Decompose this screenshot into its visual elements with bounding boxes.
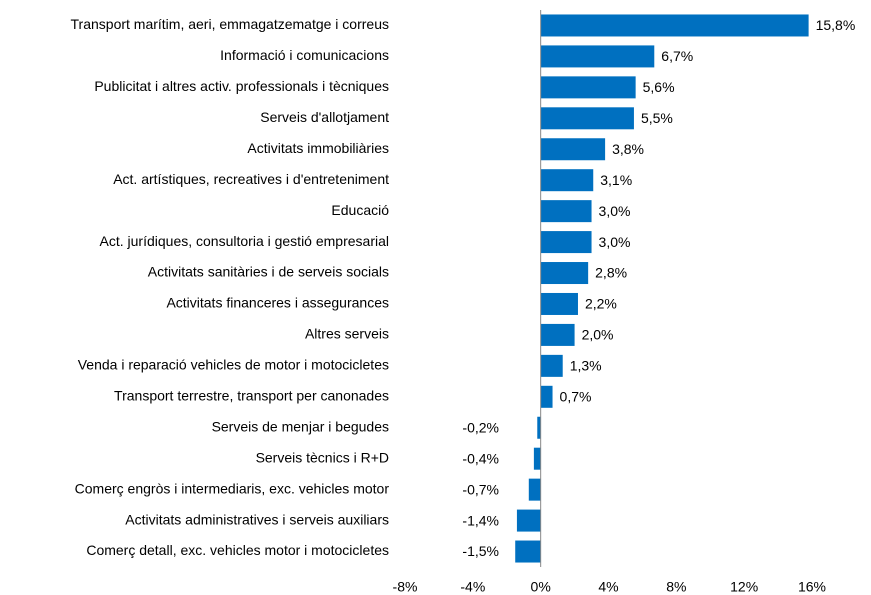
bar	[540, 76, 636, 99]
data-label: -1,4%	[462, 512, 499, 528]
x-tick-label: 12%	[730, 579, 758, 595]
data-label: 2,0%	[582, 327, 614, 343]
bar	[540, 292, 578, 315]
bar	[515, 540, 541, 563]
category-label: Informació i comunicacions	[220, 47, 389, 63]
category-label: Serveis tècnics i R+D	[256, 449, 389, 465]
x-tick-label: 8%	[666, 579, 686, 595]
x-tick-label: 4%	[598, 579, 618, 595]
category-label: Transport marítim, aeri, emmagatzematge …	[71, 16, 389, 32]
x-tick-label: -4%	[460, 579, 485, 595]
category-label: Activitats sanitàries i de serveis socia…	[148, 264, 389, 280]
bar	[533, 447, 541, 470]
category-label: Serveis d'allotjament	[260, 109, 389, 125]
bar	[540, 169, 594, 192]
data-label: 1,3%	[570, 358, 602, 374]
bar	[540, 231, 592, 254]
category-label: Publicitat i altres activ. professionals…	[94, 78, 389, 94]
data-label: 0,7%	[560, 389, 592, 405]
bar	[540, 354, 563, 377]
data-label: -0,7%	[462, 481, 499, 497]
data-label: 3,0%	[599, 203, 631, 219]
category-label: Serveis de menjar i begudes	[212, 418, 389, 434]
bar	[537, 416, 541, 439]
category-label: Venda i reparació vehicles de motor i mo…	[78, 357, 389, 373]
bar	[516, 509, 541, 532]
bar	[540, 107, 634, 130]
bar	[540, 138, 606, 161]
data-label: 3,8%	[612, 141, 644, 157]
bar	[540, 262, 589, 285]
data-label: 6,7%	[661, 48, 693, 64]
category-label: Activitats administratives i serveis aux…	[125, 511, 389, 527]
data-label: -0,4%	[462, 450, 499, 466]
data-label: 2,8%	[595, 265, 627, 281]
data-label: 5,5%	[641, 110, 673, 126]
bar	[540, 385, 553, 408]
category-label: Altres serveis	[305, 326, 389, 342]
bar	[540, 323, 575, 346]
x-tick-label: 0%	[531, 579, 551, 595]
category-label: Act. artístiques, recreatives i d'entret…	[113, 171, 389, 187]
data-label: 2,2%	[585, 296, 617, 312]
x-tick-label: -8%	[393, 579, 418, 595]
data-label: 5,6%	[643, 79, 675, 95]
bar	[540, 14, 809, 37]
category-label: Activitats financeres i assegurances	[166, 295, 389, 311]
bar	[540, 45, 655, 68]
category-label: Educació	[331, 202, 389, 218]
data-label: 3,1%	[600, 172, 632, 188]
category-label: Transport terrestre, transport per canon…	[114, 388, 389, 404]
category-label: Act. jurídiques, consultoria i gestió em…	[100, 233, 389, 249]
category-label: Activitats immobiliàries	[247, 140, 389, 156]
x-tick-label: 16%	[798, 579, 826, 595]
bar	[540, 200, 592, 223]
data-label: 15,8%	[816, 17, 856, 33]
data-label: -0,2%	[462, 419, 499, 435]
data-label: -1,5%	[462, 543, 499, 559]
category-label: Comerç detall, exc. vehicles motor i mot…	[86, 542, 389, 558]
data-label: 3,0%	[599, 234, 631, 250]
category-label: Comerç engròs i intermediaris, exc. vehi…	[75, 480, 390, 496]
bar	[528, 478, 541, 501]
